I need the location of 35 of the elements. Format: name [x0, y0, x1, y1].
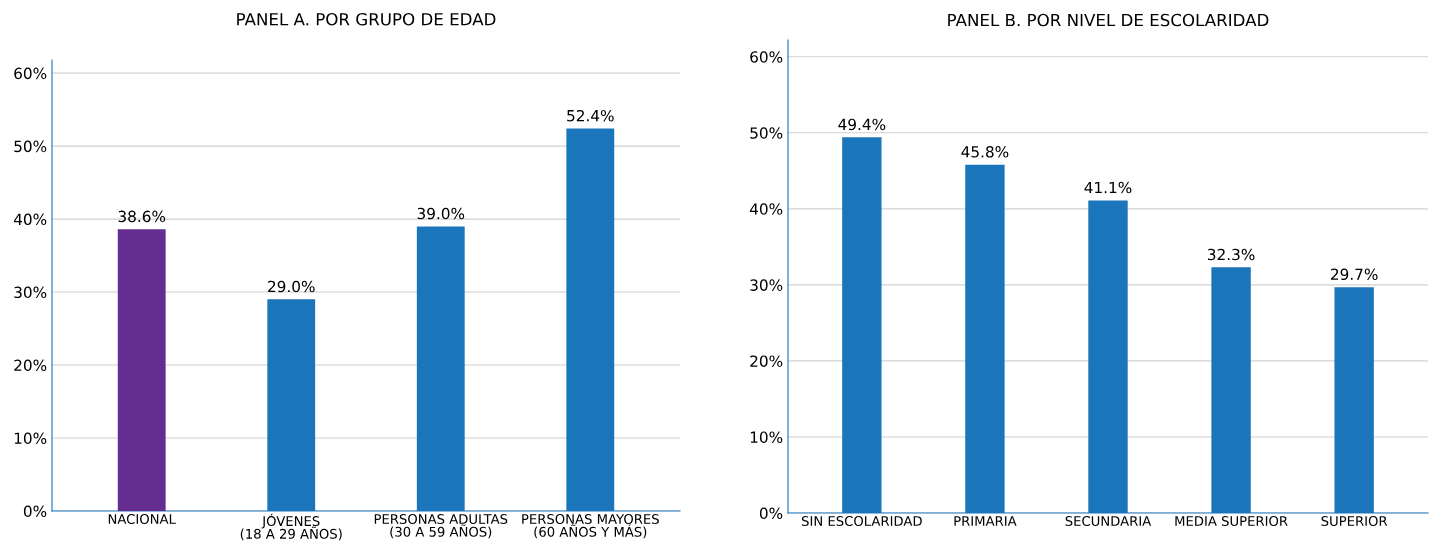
y-tick-label: 10% — [14, 432, 47, 445]
y-tick-label: 10% — [750, 431, 783, 443]
data-label: 45.8% — [961, 146, 1009, 158]
chart-title: PANEL B. POR NIVEL DE ESCOLARIDAD — [948, 13, 1269, 27]
data-label: 41.1% — [1084, 181, 1132, 194]
data-label: 32.3% — [1207, 248, 1255, 261]
x-tick-label: SIN ESCOLARIDAD — [801, 516, 922, 526]
bar — [117, 229, 166, 511]
y-tick-label: 60% — [14, 67, 47, 80]
y-tick-label: 30% — [750, 279, 783, 291]
y-tick-label: 0% — [23, 505, 47, 518]
x-tick-label: PERSONAS MAYORES (60 AÑOS Y MÁS) — [522, 514, 659, 539]
y-tick-label: 0% — [759, 507, 783, 520]
y-tick-label: 40% — [749, 203, 783, 215]
y-tick-label: 30% — [14, 286, 47, 299]
y-tick-label: 20% — [14, 359, 47, 372]
x-tick-label: NACIONAL — [108, 514, 176, 524]
x-tick-label: SECUNDARIA — [1065, 516, 1152, 526]
data-label: 39.0% — [417, 207, 465, 220]
y-tick-label: 50% — [750, 127, 783, 139]
x-tick-label: MEDIA SUPERIOR — [1175, 516, 1288, 526]
y-tick-label: 20% — [750, 355, 783, 367]
y-tick-label: 50% — [14, 140, 47, 153]
data-label: 38.6% — [118, 210, 166, 223]
data-label: 52.4% — [567, 109, 614, 122]
x-tick-label: JÓVENES (18 A 29 AÑOS) — [240, 513, 342, 541]
data-label: 29.0% — [268, 280, 315, 293]
x-tick-label: PERSONAS ADULTAS (30 A 59 AÑOS) — [374, 514, 508, 539]
x-tick-label: SUPERIOR — [1321, 516, 1388, 526]
data-label: 29.7% — [1331, 268, 1378, 281]
y-tick-label: 40% — [13, 213, 47, 226]
x-tick-label: PRIMARIA — [954, 516, 1017, 526]
y-tick-label: 60% — [750, 51, 783, 63]
chart-title: PANEL A. POR GRUPO DE EDAD — [237, 12, 496, 26]
data-label: 49.4% — [838, 118, 886, 131]
